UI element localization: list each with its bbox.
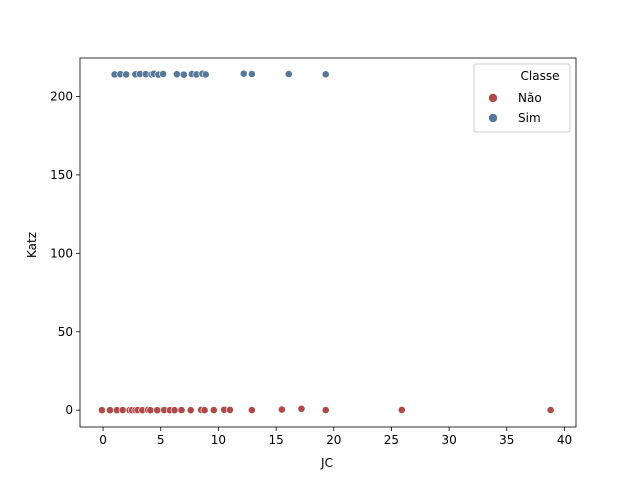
- y-tick-label: 0: [65, 403, 73, 417]
- y-tick-label: 150: [50, 168, 73, 182]
- x-axis-ticks: 0 5 10 15 20 25 30 35 40: [99, 427, 572, 447]
- data-point-nao: [226, 405, 234, 414]
- x-tick-label: 40: [557, 433, 572, 447]
- data-point-sim: [239, 69, 248, 78]
- x-tick-label: 5: [157, 433, 165, 447]
- x-tick-label: 25: [384, 433, 399, 447]
- data-point-nao: [170, 406, 179, 415]
- data-point-nao: [153, 406, 162, 415]
- x-tick-label: 15: [268, 433, 283, 447]
- data-point-sim: [284, 70, 293, 78]
- x-tick-label: 10: [211, 433, 226, 447]
- data-point-nao: [118, 406, 127, 414]
- data-point-nao: [186, 406, 195, 415]
- legend-label-sim: Sim: [518, 111, 541, 125]
- legend: Classe Não Sim: [473, 63, 571, 133]
- legend-title: Classe: [521, 69, 560, 83]
- data-point-nao: [247, 406, 256, 414]
- x-tick-label: 30: [441, 433, 456, 447]
- data-point-nao: [546, 406, 555, 414]
- data-point-nao: [106, 406, 114, 415]
- x-axis-label: JC: [320, 456, 333, 470]
- legend-marker-sim: [488, 113, 498, 123]
- data-point-sim: [179, 70, 188, 79]
- y-axis-ticks: 0 50 100 150 200: [50, 89, 80, 417]
- data-point-sim: [201, 70, 210, 79]
- data-point-nao: [209, 406, 218, 414]
- x-tick-label: 20: [326, 433, 341, 447]
- legend-box: [473, 63, 571, 133]
- legend-label-nao: Não: [518, 91, 542, 105]
- data-point-nao: [200, 406, 209, 415]
- x-tick-label: 35: [499, 433, 514, 447]
- y-axis-label: Katz: [25, 232, 39, 258]
- y-tick-label: 200: [50, 89, 73, 103]
- legend-marker-nao: [488, 93, 498, 103]
- y-tick-label: 100: [50, 246, 73, 260]
- data-point-nao: [146, 406, 155, 415]
- data-point-nao: [297, 404, 306, 413]
- data-point-nao: [98, 406, 106, 415]
- data-point-sim: [172, 70, 181, 79]
- data-point-nao: [177, 406, 186, 414]
- data-point-nao: [277, 405, 286, 414]
- x-tick-label: 0: [99, 433, 107, 447]
- plot-points: [98, 69, 555, 415]
- data-point-sim: [159, 70, 167, 78]
- data-point-sim: [247, 70, 256, 78]
- data-point-sim: [321, 70, 330, 79]
- axes-frame: [79, 57, 577, 428]
- data-point-nao: [397, 405, 406, 414]
- data-point-sim: [122, 70, 131, 79]
- y-tick-label: 50: [58, 325, 73, 339]
- data-point-nao: [321, 406, 330, 414]
